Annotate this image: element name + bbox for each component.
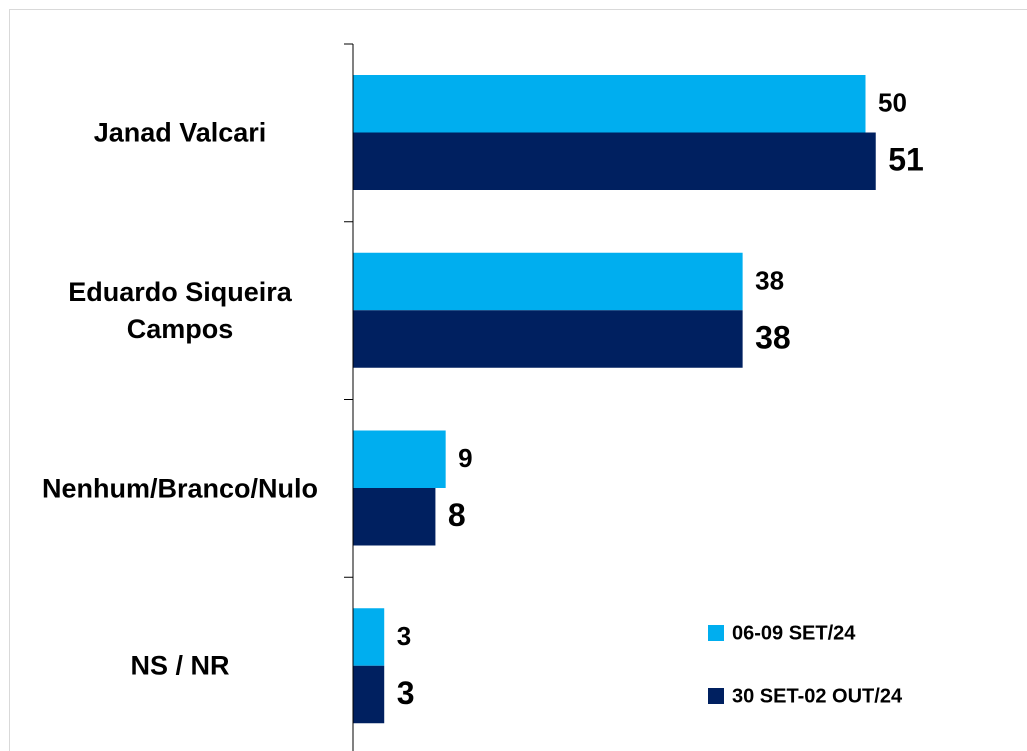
legend-label: 30 SET-02 OUT/24 (732, 685, 903, 707)
value-label: 8 (448, 497, 466, 533)
chart-frame (9, 9, 1027, 751)
bar (353, 665, 385, 724)
category-label: Nenhum/Branco/Nulo (41, 473, 318, 503)
bar (353, 75, 866, 133)
bar (353, 488, 436, 546)
value-label: 51 (888, 142, 924, 178)
bar (353, 430, 446, 488)
category-label: Janad Valcari (93, 117, 267, 148)
legend-swatch (708, 688, 724, 704)
value-label: 38 (755, 265, 784, 295)
bar (353, 252, 743, 311)
category-label: Eduardo Siqueira Campos (68, 276, 292, 344)
category-label: NS / NR (130, 650, 230, 681)
value-label: 3 (397, 675, 415, 711)
bar (353, 310, 743, 368)
bar (353, 608, 385, 666)
bar (353, 132, 876, 190)
value-label: 38 (755, 319, 791, 355)
value-label: 3 (397, 621, 411, 651)
legend-label: 06-09 SET/24 (732, 622, 856, 644)
value-label: 50 (878, 88, 907, 118)
legend-swatch (708, 625, 724, 641)
value-label: 9 (458, 443, 472, 473)
